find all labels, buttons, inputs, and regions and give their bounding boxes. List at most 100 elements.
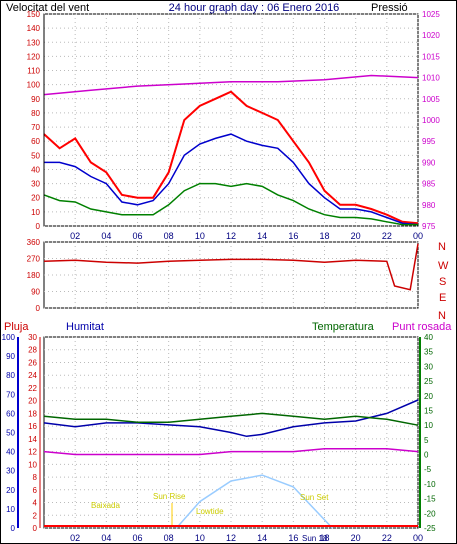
x-tick-label: 18 bbox=[319, 533, 329, 543]
y-tick-label-pressure: 995 bbox=[422, 137, 436, 146]
y-tick-label-temperature: 5 bbox=[424, 436, 429, 445]
y-tick-label-temperature: 15 bbox=[424, 406, 433, 415]
x-tick-label: 00 bbox=[413, 533, 423, 543]
axis-tick-labels: 02 04 06 08 10 12 14 16 18 20 22 000102030405060708… bbox=[2, 10, 441, 543]
y-tick-label-wind: 50 bbox=[31, 151, 40, 160]
y-tick-label-wind: 30 bbox=[31, 180, 40, 189]
y-tick-label-pressure: 1015 bbox=[422, 52, 440, 61]
y-tick-label-humidity: 20 bbox=[6, 486, 15, 495]
y-tick-label-direction: 360 bbox=[27, 238, 41, 247]
y-tick-label-wind: 130 bbox=[27, 38, 41, 47]
y-tick-label-wind: 10 bbox=[31, 208, 40, 217]
x-tick-label: 22 bbox=[382, 231, 392, 241]
annotation-sun-set-time: Sun 18 bbox=[302, 534, 328, 543]
temperature-panel-series-2 bbox=[43, 447, 419, 456]
x-tick-label: 14 bbox=[257, 231, 267, 241]
y-tick-label-humidity: 70 bbox=[6, 390, 15, 399]
compass-s: S bbox=[439, 276, 446, 288]
y-tick-label-rain: 10 bbox=[28, 460, 37, 469]
y-tick-label-wind: 40 bbox=[31, 165, 40, 174]
y-tick-label-pressure: 1010 bbox=[422, 74, 440, 83]
y-tick-label-pressure: 980 bbox=[422, 201, 436, 210]
y-tick-label-rain: 14 bbox=[28, 435, 37, 444]
y-tick-label-temperature: 35 bbox=[424, 348, 433, 357]
y-tick-label-rain: 12 bbox=[28, 448, 37, 457]
x-tick-label: 18 bbox=[319, 231, 329, 241]
y-tick-label-direction: 270 bbox=[27, 255, 41, 264]
y-tick-label-temperature: 0 bbox=[424, 451, 429, 460]
annotation-baixada: Baixada bbox=[91, 501, 120, 510]
y-tick-label-wind: 0 bbox=[36, 222, 41, 231]
x-tick-label: 20 bbox=[351, 231, 361, 241]
x-tick-label: 02 bbox=[70, 231, 80, 241]
x-tick-label: 20 bbox=[351, 533, 361, 543]
y-tick-label-rain: 2 bbox=[33, 511, 38, 520]
x-tick-label: 04 bbox=[101, 231, 111, 241]
x-tick-label: 04 bbox=[101, 533, 111, 543]
y-tick-label-humidity: 10 bbox=[6, 505, 15, 514]
x-tick-label: 06 bbox=[132, 231, 142, 241]
y-tick-label-humidity: 60 bbox=[6, 409, 15, 418]
y-tick-label-temperature: -5 bbox=[424, 465, 432, 474]
temperature-panel-series-1 bbox=[43, 412, 419, 426]
y-tick-label-pressure: 1025 bbox=[422, 10, 440, 19]
annotation-sun-rise: Sun Rise bbox=[153, 492, 186, 501]
x-tick-label: 10 bbox=[195, 533, 205, 543]
y-tick-label-humidity: 50 bbox=[6, 429, 15, 438]
x-tick-label: 16 bbox=[288, 533, 298, 543]
header-title: 24 hour graph day : 06 Enero 2016 bbox=[169, 2, 340, 14]
x-tick-label: 16 bbox=[288, 231, 298, 241]
y-tick-label-wind: 120 bbox=[27, 52, 41, 61]
panel-direction-grid bbox=[44, 241, 419, 309]
y-tick-label-pressure: 990 bbox=[422, 158, 436, 167]
x-tick-label: 14 bbox=[257, 533, 267, 543]
compass-n-top: N bbox=[438, 241, 446, 253]
y-tick-label-temperature: 10 bbox=[424, 421, 433, 430]
y-tick-label-temperature: -15 bbox=[424, 495, 436, 504]
y-tick-label-temperature: 40 bbox=[424, 333, 433, 342]
y-tick-label-humidity: 80 bbox=[6, 371, 15, 380]
header-pressure-label: Pressió bbox=[371, 2, 408, 14]
direction-series-0 bbox=[43, 243, 419, 291]
y-tick-label-temperature: 20 bbox=[424, 392, 433, 401]
y-tick-label-rain: 30 bbox=[28, 333, 37, 342]
compass-e: E bbox=[439, 292, 446, 304]
header-wind-label: Velocitat del vent bbox=[6, 2, 89, 14]
y-tick-label-rain: 22 bbox=[28, 384, 37, 393]
y-tick-label-temperature: -20 bbox=[424, 509, 436, 518]
label-punt-rosada: Punt rosada bbox=[392, 321, 452, 333]
y-tick-label-temperature: -25 bbox=[424, 524, 436, 533]
y-tick-label-rain: 8 bbox=[33, 473, 38, 482]
y-tick-label-rain: 4 bbox=[33, 499, 38, 508]
y-tick-label-temperature: 30 bbox=[424, 362, 433, 371]
temperature-panel-series-0 bbox=[43, 399, 419, 438]
y-tick-label-rain: 20 bbox=[28, 397, 37, 406]
y-tick-label-wind: 80 bbox=[31, 109, 40, 118]
y-tick-label-rain: 18 bbox=[28, 409, 37, 418]
y-tick-label-humidity: 30 bbox=[6, 467, 15, 476]
x-tick-label: 06 bbox=[132, 533, 142, 543]
y-tick-label-rain: 6 bbox=[33, 486, 38, 495]
label-temperatura: Temperatura bbox=[312, 321, 375, 333]
y-tick-label-wind: 90 bbox=[31, 95, 40, 104]
x-tick-label: 02 bbox=[70, 533, 80, 543]
wind-panel-series-3 bbox=[43, 74, 419, 96]
y-tick-label-pressure: 1020 bbox=[422, 31, 440, 40]
x-tick-label: 12 bbox=[226, 533, 236, 543]
label-humitat: Humitat bbox=[66, 321, 104, 333]
y-tick-label-rain: 26 bbox=[28, 358, 37, 367]
x-tick-label: 08 bbox=[164, 231, 174, 241]
x-tick-label: 08 bbox=[164, 533, 174, 543]
y-tick-label-wind: 150 bbox=[27, 10, 41, 19]
y-tick-label-direction: 180 bbox=[27, 271, 41, 280]
annotation-lowtide: Lowtide bbox=[196, 507, 224, 516]
wind-panel-series-2 bbox=[43, 182, 418, 226]
y-tick-label-temperature: 25 bbox=[424, 377, 433, 386]
annotation-sun-set: Sun Set bbox=[300, 493, 329, 502]
y-tick-label-humidity: 100 bbox=[2, 333, 16, 342]
compass-w: W bbox=[438, 260, 449, 272]
y-tick-label-direction: 90 bbox=[31, 288, 40, 297]
y-tick-label-wind: 100 bbox=[27, 81, 41, 90]
